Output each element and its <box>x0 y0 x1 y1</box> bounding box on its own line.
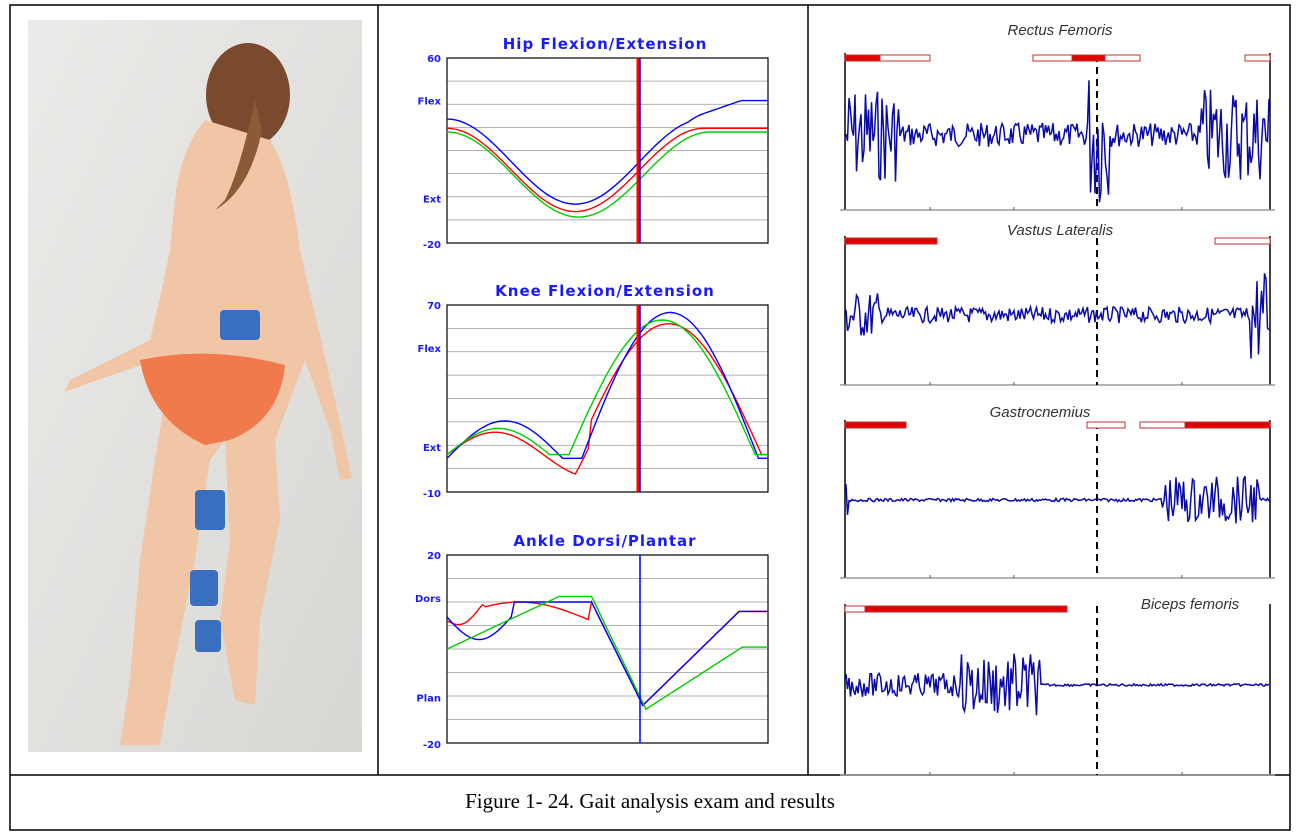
chart-title: Ankle Dorsi/Plantar <box>513 532 696 550</box>
activity-bar <box>1215 238 1270 244</box>
emg-signal <box>846 654 1269 716</box>
curve <box>447 602 768 705</box>
axis-label: Ext <box>423 194 441 205</box>
axis-label: -20 <box>423 740 441 751</box>
emg-signal <box>846 273 1269 358</box>
activity-bar <box>1140 422 1185 428</box>
axis-label: 70 <box>427 301 441 312</box>
emg-label: Gastrocnemius <box>990 404 1091 421</box>
activity-bar <box>845 55 880 61</box>
axis-label: Ext <box>423 443 441 454</box>
caption: Figure 1- 24. Gait analysis exam and res… <box>465 789 835 813</box>
axis-label: Flex <box>418 96 442 107</box>
activity-bar <box>1033 55 1072 61</box>
angle-charts: Hip Flexion/Extension 60 Flex Ext -20 Knee Fl… <box>415 35 768 751</box>
axis-label: Plan <box>416 694 441 705</box>
chart-title: Knee Flexion/Extension <box>495 282 715 300</box>
activity-bar <box>845 422 906 428</box>
axis-label: -20 <box>423 240 441 251</box>
activity-bar <box>865 606 1067 612</box>
curve <box>447 128 768 211</box>
emg-label: Vastus Lateralis <box>1007 222 1114 239</box>
activity-bar <box>845 238 937 244</box>
chart-title: Hip Flexion/Extension <box>503 35 708 53</box>
curve <box>447 313 768 459</box>
emg-panels: Rectus Femoris Vastus Lateralis Gastrocnem… <box>840 22 1275 775</box>
activity-bar <box>845 606 865 612</box>
emg-label: Biceps femoris <box>1141 596 1240 613</box>
emg-signal <box>846 80 1269 202</box>
activity-bar <box>1105 55 1140 61</box>
axis-label: Dors <box>415 594 441 605</box>
activity-bar <box>1245 55 1270 61</box>
activity-bar <box>1072 55 1105 61</box>
photo <box>28 20 362 752</box>
figure: Hip Flexion/Extension 60 Flex Ext -20 Knee Fl… <box>0 0 1300 837</box>
axis-label: 60 <box>427 54 441 65</box>
curve <box>447 596 768 709</box>
emg-label: Rectus Femoris <box>1007 22 1113 39</box>
curve <box>447 602 768 705</box>
axis-label: 20 <box>427 551 441 562</box>
activity-bar <box>880 55 930 61</box>
curve <box>447 101 768 205</box>
activity-bar <box>1185 422 1270 428</box>
axis-label: Flex <box>418 344 442 355</box>
emg-signal <box>846 476 1269 523</box>
activity-bar <box>1087 422 1125 428</box>
axis-label: -10 <box>423 489 441 500</box>
